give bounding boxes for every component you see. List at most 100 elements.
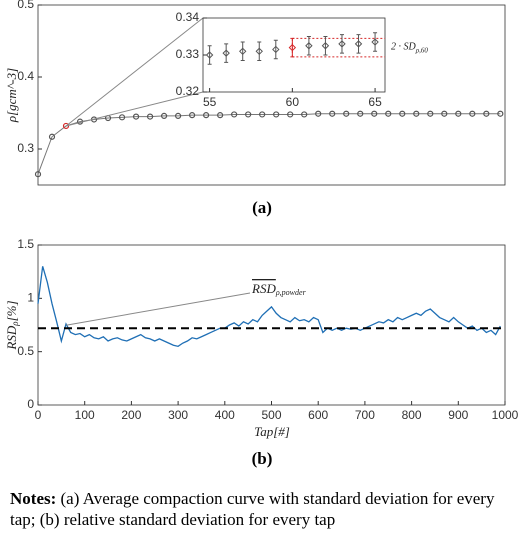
reference-label-main: RSD	[251, 281, 276, 296]
y-tick-label: 0.32	[176, 84, 200, 98]
notes-text: (a) Average compaction curve with standa…	[10, 489, 495, 529]
error-bar	[306, 36, 311, 56]
x-tick-label: 500	[261, 408, 281, 422]
y-tick-label: 1.5	[17, 237, 34, 251]
y-tick-label: 0.34	[176, 10, 200, 24]
point	[338, 40, 346, 48]
point	[48, 133, 56, 140]
x-tick-label: 400	[215, 408, 235, 422]
caption: (b)	[252, 449, 273, 468]
point	[371, 110, 378, 117]
fit-curve	[37, 113, 501, 175]
point	[399, 110, 406, 117]
x-tick-label: 100	[75, 408, 95, 422]
figure: 0.3 0.4 0.5 ρ[gcm^-3] (a) 0.32 0.33 0.34 55 60 65 2…	[4, 0, 519, 468]
zoom-line	[65, 91, 204, 127]
point	[272, 45, 280, 54]
point	[231, 111, 238, 118]
point	[315, 110, 322, 117]
point	[287, 111, 294, 118]
point	[321, 42, 330, 50]
y-axis-label: ρ[gcm^-3]	[4, 68, 19, 123]
x-axis-label: Tap[#]	[254, 424, 290, 439]
error-bar	[224, 43, 229, 63]
point	[273, 111, 280, 118]
zoom-line	[65, 17, 204, 127]
reference-label-sub: ρ,powder	[275, 288, 307, 297]
error-bar	[323, 36, 328, 56]
y-tick-label: 0	[27, 397, 34, 411]
error-bar	[290, 37, 295, 58]
plot-area	[202, 17, 386, 93]
point	[305, 42, 313, 50]
y-label-suffix: [%]	[4, 300, 19, 321]
y-tick-label: 0.5	[17, 344, 34, 358]
point	[239, 47, 247, 56]
rsd-line	[37, 266, 501, 348]
point	[160, 112, 168, 119]
y-tick-label: 0.3	[17, 141, 34, 155]
plot-area	[37, 244, 506, 406]
x-tick-label: 60	[286, 95, 300, 109]
point	[483, 110, 490, 117]
x-tick-label: 200	[121, 408, 141, 422]
point	[343, 110, 350, 117]
x-tick-label: 700	[355, 408, 375, 422]
notes: Notes: (a) Average compaction curve with…	[10, 488, 515, 530]
error-bar	[240, 41, 245, 62]
y-label-main: RSD	[4, 325, 19, 350]
point	[427, 110, 434, 117]
notes-label: Notes:	[10, 489, 57, 508]
point	[146, 113, 154, 120]
point	[469, 110, 476, 117]
caption: (a)	[252, 198, 272, 217]
x-tick-label: 1000	[492, 408, 519, 422]
point	[301, 111, 308, 118]
point	[132, 113, 140, 120]
band-label: 2 · SDρ,60	[391, 42, 428, 54]
error-bar	[339, 34, 344, 54]
error-bar	[373, 32, 378, 52]
annotation-line	[65, 292, 251, 326]
point	[413, 110, 420, 117]
x-tick-label: 55	[203, 95, 217, 109]
x-tick-label: 800	[402, 408, 422, 422]
point	[175, 112, 182, 119]
x-tick-label: 0	[35, 408, 42, 422]
point	[455, 110, 462, 117]
x-tick-label: 600	[308, 408, 328, 422]
y-tick-label: 0.33	[176, 47, 200, 61]
point	[189, 112, 196, 119]
point	[329, 110, 336, 117]
point	[118, 114, 126, 121]
point	[217, 112, 224, 119]
x-tick-label: 900	[448, 408, 468, 422]
reference-label: RSDρ,powder	[251, 281, 307, 297]
error-bar	[257, 41, 262, 62]
error-bar	[273, 39, 278, 60]
x-tick-label: 65	[368, 95, 382, 109]
point	[259, 111, 266, 118]
y-tick-label: 1	[27, 291, 34, 305]
point	[385, 110, 392, 117]
point	[62, 122, 70, 130]
point	[357, 110, 364, 117]
point	[205, 51, 214, 59]
point	[497, 110, 504, 117]
y-axis-label: RSDρ[%]	[4, 300, 20, 350]
point	[34, 171, 42, 178]
error-bar	[356, 34, 361, 54]
band-label-main: 2 · SD	[391, 42, 417, 53]
point	[371, 38, 379, 46]
point	[255, 47, 263, 56]
y-label-sub: ρ	[10, 321, 20, 327]
point	[441, 110, 448, 117]
point	[222, 49, 230, 57]
x-tick-label: 300	[168, 408, 188, 422]
point	[354, 40, 363, 48]
band-label-sub: ρ,60	[415, 46, 429, 54]
point	[203, 112, 210, 119]
point	[245, 111, 252, 118]
y-tick-label: 0.4	[17, 69, 34, 83]
